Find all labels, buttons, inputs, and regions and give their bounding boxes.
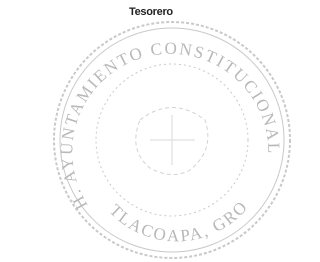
signature-role: Tesorero	[129, 6, 173, 18]
seal-bottom-text-path: TLACOAPA, GRO.	[0, 0, 252, 245]
seal-emblem-detail	[150, 115, 195, 165]
document-fragment: H. AYUNTAMIENTO CONSTITUCIONAL TLACOAPA,…	[0, 0, 294, 262]
page: {"signature": {"role": "Tesorero"}, "sea…	[0, 0, 294, 262]
seal-top-text: H. AYUNTAMIENTO CONSTITUCIONAL	[57, 39, 283, 213]
seal: H. AYUNTAMIENTO CONSTITUCIONAL TLACOAPA,…	[0, 0, 290, 258]
seal-top-text-path: H. AYUNTAMIENTO CONSTITUCIONAL	[57, 39, 283, 213]
seal-bottom-text: TLACOAPA, GRO.	[0, 0, 252, 245]
